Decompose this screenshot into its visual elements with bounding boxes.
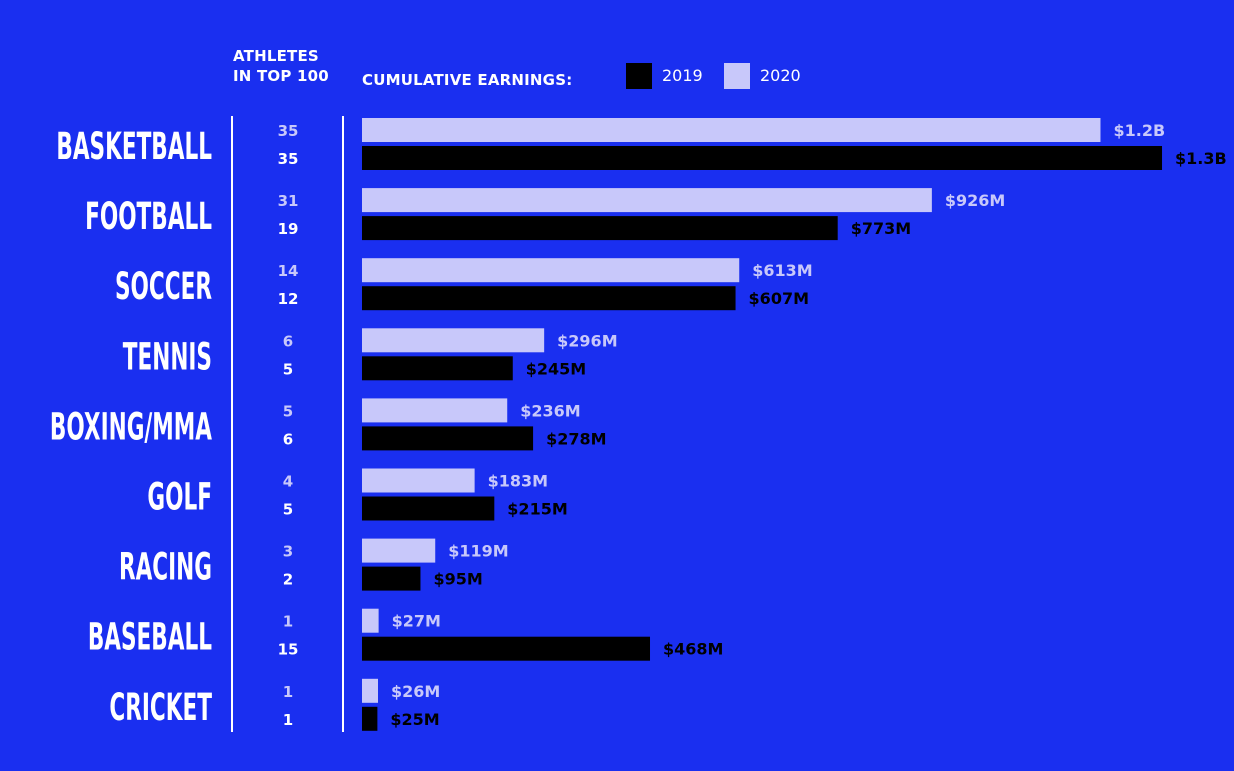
legend-label-2020: 2020 xyxy=(760,66,801,85)
sport-label-golf: GOLF xyxy=(147,476,212,519)
athletes-2019-cricket: 1 xyxy=(283,711,293,729)
value-label-2019-golf: $215M xyxy=(507,500,567,519)
value-label-2020-golf: $183M xyxy=(488,472,548,491)
value-label-2020-tennis: $296M xyxy=(557,331,617,350)
value-label-2019-tennis: $245M xyxy=(526,359,586,378)
athletes-2020-racing: 3 xyxy=(283,543,293,561)
sport-label-basketball: BASKETBALL xyxy=(56,126,212,169)
value-label-2019-boxing-mma: $278M xyxy=(546,429,606,448)
sport-label-tennis: TENNIS xyxy=(123,336,212,379)
value-label-2019-football: $773M xyxy=(851,219,911,238)
bar-2019-baseball xyxy=(362,636,651,661)
legend-swatch-2020 xyxy=(724,63,750,89)
athletes-2019-basketball: 35 xyxy=(278,150,299,168)
bar-2019-soccer xyxy=(362,286,736,311)
bar-2020-cricket xyxy=(362,678,379,703)
divider-line-axis xyxy=(342,116,344,732)
value-label-2019-baseball: $468M xyxy=(663,640,723,659)
bar-2019-basketball xyxy=(362,146,1163,170)
bar-2020-tennis xyxy=(362,328,545,353)
athletes-2020-basketball: 35 xyxy=(278,122,299,140)
earnings-label: CUMULATIVE EARNINGS: xyxy=(362,71,573,89)
athletes-header-line2: IN TOP 100 xyxy=(233,67,329,85)
athletes-header-line1: ATHLETES xyxy=(233,47,319,65)
bar-2019-boxing-mma xyxy=(362,426,534,451)
athletes-2019-baseball: 15 xyxy=(278,641,299,659)
bar-2020-football xyxy=(362,188,932,213)
athletes-2019-football: 19 xyxy=(278,220,299,238)
bar-2019-tennis xyxy=(362,356,513,381)
value-label-2019-basketball: $1.3B xyxy=(1175,149,1227,168)
legend-swatch-2019 xyxy=(626,63,652,89)
value-label-2019-cricket: $25M xyxy=(390,710,439,729)
bar-2020-golf xyxy=(362,468,475,493)
athletes-2020-tennis: 6 xyxy=(283,332,293,350)
bar-2019-football xyxy=(362,216,838,241)
bar-2019-racing xyxy=(362,566,421,591)
sport-label-football: FOOTBALL xyxy=(85,196,212,239)
athletes-2019-golf: 5 xyxy=(283,501,293,519)
athletes-2019-racing: 2 xyxy=(283,571,293,589)
divider-line-left xyxy=(231,116,233,732)
bar-2020-baseball xyxy=(362,608,379,633)
value-label-2020-racing: $119M xyxy=(448,542,508,561)
value-label-2020-boxing-mma: $236M xyxy=(520,401,580,420)
athletes-2020-baseball: 1 xyxy=(283,613,293,631)
sport-label-cricket: CRICKET xyxy=(109,687,212,730)
legend-label-2019: 2019 xyxy=(662,66,703,85)
value-label-2020-cricket: $26M xyxy=(391,682,440,701)
athletes-2020-cricket: 1 xyxy=(283,683,293,701)
athletes-2019-soccer: 12 xyxy=(278,290,299,308)
value-label-2019-racing: $95M xyxy=(433,570,482,589)
bar-2020-racing xyxy=(362,538,436,563)
athletes-2020-football: 31 xyxy=(278,192,299,210)
sport-label-baseball: BASEBALL xyxy=(88,617,212,660)
athletes-2020-soccer: 14 xyxy=(278,262,299,280)
bar-2020-soccer xyxy=(362,258,740,283)
value-label-2020-basketball: $1.2B xyxy=(1113,121,1165,140)
athletes-2019-boxing-mma: 6 xyxy=(283,430,293,448)
value-label-2020-soccer: $613M xyxy=(752,261,812,280)
athletes-2019-tennis: 5 xyxy=(283,360,293,378)
value-label-2020-baseball: $27M xyxy=(392,612,441,631)
value-label-2019-soccer: $607M xyxy=(749,289,809,308)
athletes-2020-boxing-mma: 5 xyxy=(283,402,293,420)
athletes-2020-golf: 4 xyxy=(283,473,293,491)
sport-label-racing: RACING xyxy=(119,547,212,590)
athletes-header: ATHLETES IN TOP 100 xyxy=(233,46,353,86)
bar-2020-boxing-mma xyxy=(362,398,508,423)
sport-label-soccer: SOCCER xyxy=(115,266,212,309)
value-label-2020-football: $926M xyxy=(945,191,1005,210)
bar-2019-cricket xyxy=(362,706,378,731)
bar-2020-basketball xyxy=(362,118,1101,142)
bar-2019-golf xyxy=(362,496,495,521)
sport-label-boxing-mma: BOXING/MMA xyxy=(50,406,212,449)
